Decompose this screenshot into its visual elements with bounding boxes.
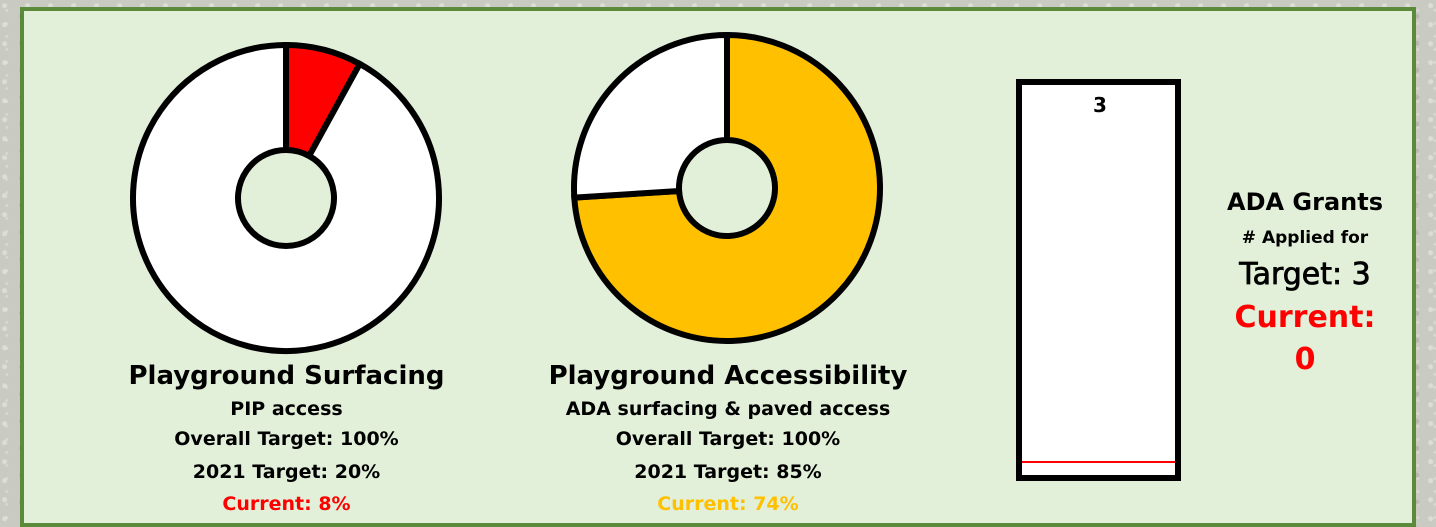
surfacing-subtitle: PIP access	[230, 398, 343, 420]
grants-subtitle: # Applied for	[1241, 228, 1369, 248]
grants-current-label: Current:	[1234, 300, 1376, 335]
surfacing-current: Current: 8%	[222, 493, 351, 515]
grant-bar-label: 3	[1093, 93, 1107, 117]
grants-target: Target: 3	[1239, 257, 1371, 292]
grant-bar-fill	[1022, 461, 1175, 463]
donut-chart-accessibility	[571, 31, 883, 344]
surfacing-2021-target: 2021 Target: 20%	[192, 461, 381, 483]
accessibility-current: Current: 74%	[657, 493, 799, 515]
grants-current-value: 0	[1294, 342, 1316, 377]
donut-slice-current	[571, 31, 883, 344]
charts-canvas	[130, 31, 1181, 481]
grants-title: ADA Grants	[1227, 188, 1383, 216]
accessibility-subtitle: ADA surfacing & paved access	[565, 398, 891, 420]
accessibility-2021-target: 2021 Target: 85%	[634, 461, 822, 483]
accessibility-overall-target: Overall Target: 100%	[615, 428, 841, 450]
bar-chart-grants	[1016, 79, 1181, 481]
donut-chart-surfacing	[130, 41, 442, 354]
donut-slice-remaining	[571, 31, 730, 201]
grant-bar-outline	[1016, 79, 1181, 481]
surfacing-overall-target: Overall Target: 100%	[174, 428, 399, 450]
surfacing-title: Playground Surfacing	[128, 361, 445, 391]
accessibility-title: Playground Accessibility	[548, 361, 908, 391]
donut-slice-remaining	[130, 41, 442, 354]
